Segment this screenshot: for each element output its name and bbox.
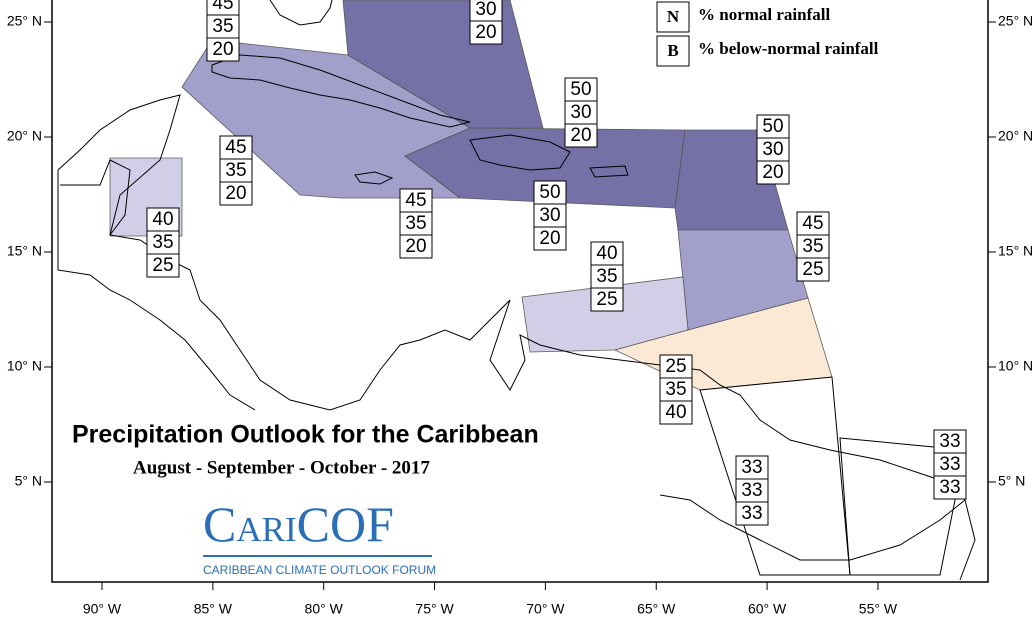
probability-value: 35	[802, 236, 823, 257]
probability-value: 33	[939, 431, 960, 452]
probability-value: 20	[405, 236, 426, 257]
probability-cell	[469, 20, 503, 45]
jamaica	[354, 171, 394, 185]
probability-value: 50	[762, 116, 783, 137]
belize-yucatan	[60, 159, 131, 236]
probability-cell	[146, 253, 180, 278]
probability-value: 20	[475, 22, 496, 43]
lat-tick-label: 20° N	[998, 128, 1033, 144]
probability-value: 50	[539, 182, 560, 203]
puerto-rico	[589, 165, 629, 178]
lon-tick-label: 90° W	[83, 601, 122, 617]
probability-value: 33	[741, 480, 762, 501]
legend-key: B	[667, 41, 678, 60]
legend-key: N	[667, 7, 680, 26]
probability-value: 30	[570, 102, 591, 123]
probability-cell	[564, 123, 598, 148]
probability-cell	[735, 501, 769, 526]
probability-value: 35	[665, 379, 686, 400]
lon-tick-label: 75° W	[415, 601, 454, 617]
cuba	[211, 54, 471, 128]
probability-value: 20	[570, 125, 591, 146]
lat-tick-label: 5° N	[998, 473, 1025, 489]
central-america	[57, 94, 976, 581]
zone-outline	[839, 437, 966, 576]
probability-value: 25	[665, 356, 686, 377]
lat-tick-label: 10° N	[7, 358, 42, 374]
lon-tick-label: 60° W	[748, 601, 787, 617]
lat-tick-label: 5° N	[15, 473, 42, 489]
probability-cell	[590, 287, 624, 312]
probability-value: 40	[596, 243, 617, 264]
probability-value: 25	[596, 289, 617, 310]
probability-cell	[933, 475, 967, 500]
probability-value: 35	[212, 16, 233, 37]
probability-cell	[756, 160, 790, 185]
probability-value: 50	[570, 79, 591, 100]
probability-value: 45	[405, 190, 426, 211]
probability-cell	[796, 257, 830, 282]
probability-value: 20	[225, 183, 246, 204]
legend-key-box	[656, 1, 690, 33]
legend-key-box	[656, 35, 690, 67]
lat-tick-label: 25° N	[998, 13, 1033, 29]
probability-value: 45	[212, 0, 233, 14]
legend: N % normal rainfall B % below-normal rainfa…	[648, 0, 938, 72]
lat-tick-label: 20° N	[7, 128, 42, 144]
legend-label: % normal rainfall	[698, 5, 830, 24]
lon-tick-label: 55° W	[859, 601, 898, 617]
probability-value: 35	[152, 232, 173, 253]
florida	[269, 0, 333, 26]
map-frame	[51, 0, 989, 583]
probability-value: 20	[212, 39, 233, 60]
probability-cell	[533, 226, 567, 251]
lon-tick-label: 70° W	[526, 601, 565, 617]
south-america-inland	[659, 494, 966, 561]
lon-tick-label: 65° W	[637, 601, 676, 617]
probability-value: 40	[665, 402, 686, 423]
probability-value: 25	[152, 255, 173, 276]
map-subtitle: August - September - October - 2017	[133, 457, 430, 478]
probability-value: 33	[939, 454, 960, 475]
hispaniola	[469, 134, 571, 171]
probability-cell	[206, 37, 240, 62]
lat-tick-label: 10° N	[998, 358, 1033, 374]
probability-cell	[659, 400, 693, 425]
probability-value: 33	[939, 477, 960, 498]
ticks: 90° W 85° W 80° W 75° W 70° W 65° W 60° W 55° W…	[7, 13, 1033, 617]
probability-cell	[219, 181, 253, 206]
lat-tick-label: 25° N	[7, 13, 42, 29]
probability-value: 20	[539, 228, 560, 249]
probability-value: 45	[802, 213, 823, 234]
probability-value: 35	[405, 213, 426, 234]
probability-value: 35	[596, 266, 617, 287]
lon-tick-label: 80° W	[305, 601, 344, 617]
legend-bg	[648, 0, 938, 72]
logo-name: CariCOF	[203, 496, 394, 552]
probability-value: 45	[225, 137, 246, 158]
lat-tick-label: 15° N	[998, 243, 1033, 259]
probability-value: 20	[762, 162, 783, 183]
probability-value: 33	[741, 457, 762, 478]
logo-caption: CARIBBEAN CLIMATE OUTLOOK FORUM	[203, 563, 436, 577]
lat-tick-label: 15° N	[7, 243, 42, 259]
legend-label: % below-normal rainfall	[698, 39, 879, 58]
probability-value: 40	[152, 209, 173, 230]
map-title: Precipitation Outlook for the Caribbean	[72, 421, 539, 449]
probability-value: 30	[475, 0, 496, 20]
probability-cell	[399, 234, 433, 259]
zone-outline	[699, 376, 851, 576]
probability-value: 30	[539, 205, 560, 226]
land	[57, 0, 976, 581]
lon-tick-label: 85° W	[194, 601, 233, 617]
probability-value: 33	[741, 503, 762, 524]
probability-value: 35	[225, 160, 246, 181]
probability-value: 25	[802, 259, 823, 280]
probability-value: 30	[762, 139, 783, 160]
